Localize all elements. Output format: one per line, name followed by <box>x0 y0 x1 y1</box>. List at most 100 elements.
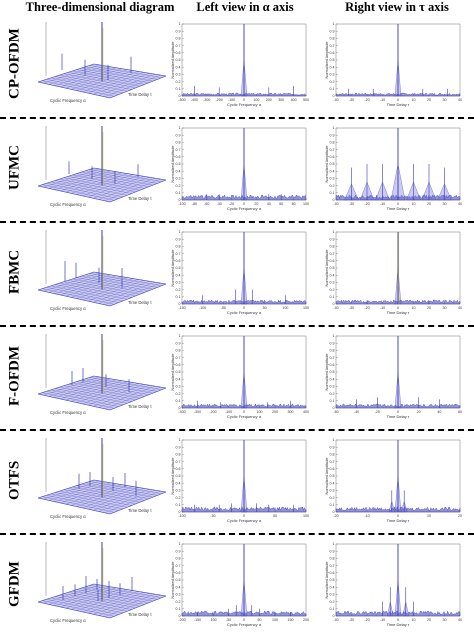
surface-xlabel: Cyclic Frequency α <box>50 514 86 519</box>
surface-grid-line <box>60 587 117 608</box>
surface-grid-line <box>46 391 119 407</box>
y-tick-label: 0.8 <box>176 245 181 249</box>
y-tick-label: 0.6 <box>330 155 335 159</box>
y-tick-label: 0.3 <box>330 281 335 285</box>
x-tick-label: -30 <box>349 618 354 622</box>
x-tick-label: -10 <box>380 618 385 622</box>
y-axis-label: Normalized Amplitude <box>171 250 175 287</box>
y-tick-label: 0.5 <box>330 162 335 166</box>
surface-ylabel: Time Delay τ <box>128 300 152 305</box>
x-tick-label: 10 <box>427 514 431 518</box>
x-tick-label: -200 <box>216 98 223 102</box>
surface-grid-line <box>104 386 161 409</box>
row-separator <box>0 533 474 535</box>
y-tick-label: 0.1 <box>176 503 181 507</box>
surface-grid-line <box>54 170 111 190</box>
surface-grid-line <box>50 493 123 510</box>
y-tick-label: 0.2 <box>176 392 181 396</box>
y-tick-label: 0.4 <box>330 65 335 69</box>
y-tick-label: 0.8 <box>176 37 181 41</box>
surface-grid-line <box>81 483 154 498</box>
row-label-gfdm: GFDM <box>6 561 23 607</box>
x-tick-label: 50 <box>263 306 267 310</box>
y-tick-label: 0.5 <box>176 162 181 166</box>
surface-grid-line <box>85 586 158 600</box>
x-tick-label: 200 <box>266 98 272 102</box>
x-axis-label: Cyclic Frequency α <box>227 102 262 107</box>
y-axis-label: Normalized Amplitude <box>325 458 329 495</box>
alpha-view-ufmc: 0 0.1 0.2 0.3 0.4 0.5 0.6 0.7 0.8 0.9 1 Normalized … <box>171 126 309 211</box>
row-label-fbmc: FBMC <box>6 249 23 295</box>
x-tick-label: -400 <box>191 98 198 102</box>
surface-grid-line <box>42 288 115 305</box>
y-tick-label: 0.2 <box>330 496 335 500</box>
surface-grid-line <box>81 587 154 602</box>
surface-grid-line <box>98 73 155 96</box>
y-tick-label: 0.2 <box>330 288 335 292</box>
x-tick-label: 30 <box>443 202 447 206</box>
surface-grid-line <box>60 483 117 504</box>
surface-grid-line <box>46 79 119 95</box>
surface-grid-line <box>63 281 136 297</box>
x-tick-label: -60 <box>333 410 338 414</box>
y-tick-label: 0.7 <box>330 148 335 152</box>
x-axis-label: Time Delay τ <box>387 206 410 211</box>
surface-grid-line <box>46 599 119 615</box>
surface-grid-line <box>93 593 150 615</box>
noise-floor <box>335 403 461 409</box>
x-tick-label: 60 <box>458 410 462 414</box>
surface-grid-line <box>81 275 154 290</box>
y-tick-label: 0.4 <box>330 377 335 381</box>
x-tick-label: 100 <box>282 306 288 310</box>
x-tick-label: -20 <box>364 306 369 310</box>
surface-grid-line <box>93 281 150 303</box>
x-tick-label: 150 <box>288 618 294 622</box>
surface-ylabel: Time Delay τ <box>128 404 152 409</box>
x-axis-label: Cyclic Frequency α <box>227 310 262 315</box>
surface-grid-line <box>68 488 141 503</box>
y-tick-label: 0.3 <box>176 489 181 493</box>
x-tick-label: -30 <box>349 202 354 206</box>
x-tick-label: 400 <box>303 410 309 414</box>
y-tick-label: 0.9 <box>176 445 181 449</box>
x-tick-label: -10 <box>364 514 369 518</box>
y-tick-label: 0.4 <box>176 273 181 277</box>
y-tick-label: 0.5 <box>176 58 181 62</box>
x-tick-label: -40 <box>217 202 222 206</box>
surface-grid-line <box>63 489 136 505</box>
y-tick-label: 0.6 <box>176 467 181 471</box>
x-tick-label: -40 <box>333 98 338 102</box>
x-tick-label: 80 <box>292 202 296 206</box>
y-tick-label: 0.5 <box>176 578 181 582</box>
surface-grid-line <box>50 389 123 406</box>
surface-grid-line <box>49 273 106 293</box>
x-tick-label: 0 <box>243 618 245 622</box>
surface-3d-otfs: Cyclic Frequency α Time Delay τ <box>37 438 167 519</box>
surface-grid-line <box>59 490 132 506</box>
y-tick-label: 0 <box>179 198 181 202</box>
x-tick-label: 20 <box>427 306 431 310</box>
y-tick-label: 0.8 <box>176 557 181 561</box>
x-tick-label: 30 <box>443 618 447 622</box>
x-tick-label: -10 <box>380 202 385 206</box>
surface-grid-line <box>43 376 100 396</box>
surface-grid-line <box>93 479 167 493</box>
y-tick-label: 0.9 <box>176 133 181 137</box>
surface-grid-line <box>104 74 161 97</box>
y-tick-label: 0.3 <box>330 385 335 389</box>
y-tick-label: 0.3 <box>176 177 181 181</box>
y-tick-label: 0.2 <box>330 184 335 188</box>
surface-grid-line <box>85 66 158 80</box>
x-tick-label: 0 <box>397 202 399 206</box>
surface-grid-line <box>50 597 123 614</box>
x-tick-label: 100 <box>257 410 263 414</box>
y-tick-label: 0.8 <box>176 141 181 145</box>
surface-grid-line <box>50 181 123 198</box>
surface-grid-line <box>98 281 155 304</box>
x-tick-label: -150 <box>194 618 201 622</box>
surface-grid-line <box>60 67 117 88</box>
surface-grid-line <box>55 492 128 508</box>
surface-grid-line <box>109 491 167 515</box>
surface-grid-line <box>63 73 136 89</box>
y-tick-label: 0.2 <box>176 496 181 500</box>
